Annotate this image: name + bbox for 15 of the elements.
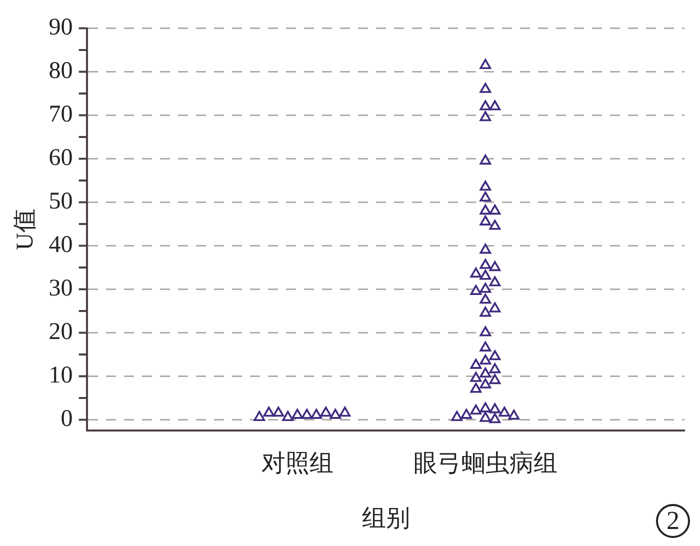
x-tick-label: 眼弓蛔虫病组 bbox=[413, 451, 558, 478]
y-tick-label: 50 bbox=[48, 188, 73, 215]
y-tick-label: 20 bbox=[48, 318, 73, 345]
x-axis-title: 组别 bbox=[362, 506, 410, 532]
x-tick-label: 对照组 bbox=[261, 451, 334, 478]
y-tick-label: 90 bbox=[48, 14, 73, 41]
y-tick-label: 10 bbox=[48, 362, 73, 388]
y-axis-title: U值 bbox=[12, 208, 39, 250]
text: 2 bbox=[656, 504, 690, 538]
y-tick-label: 70 bbox=[48, 102, 73, 128]
y-tick-label: 60 bbox=[48, 145, 73, 172]
y-tick-label: 0 bbox=[60, 406, 73, 432]
y-tick-label: 30 bbox=[48, 275, 73, 302]
y-tick-label: 40 bbox=[48, 232, 73, 258]
y-tick-label: 80 bbox=[48, 58, 73, 84]
